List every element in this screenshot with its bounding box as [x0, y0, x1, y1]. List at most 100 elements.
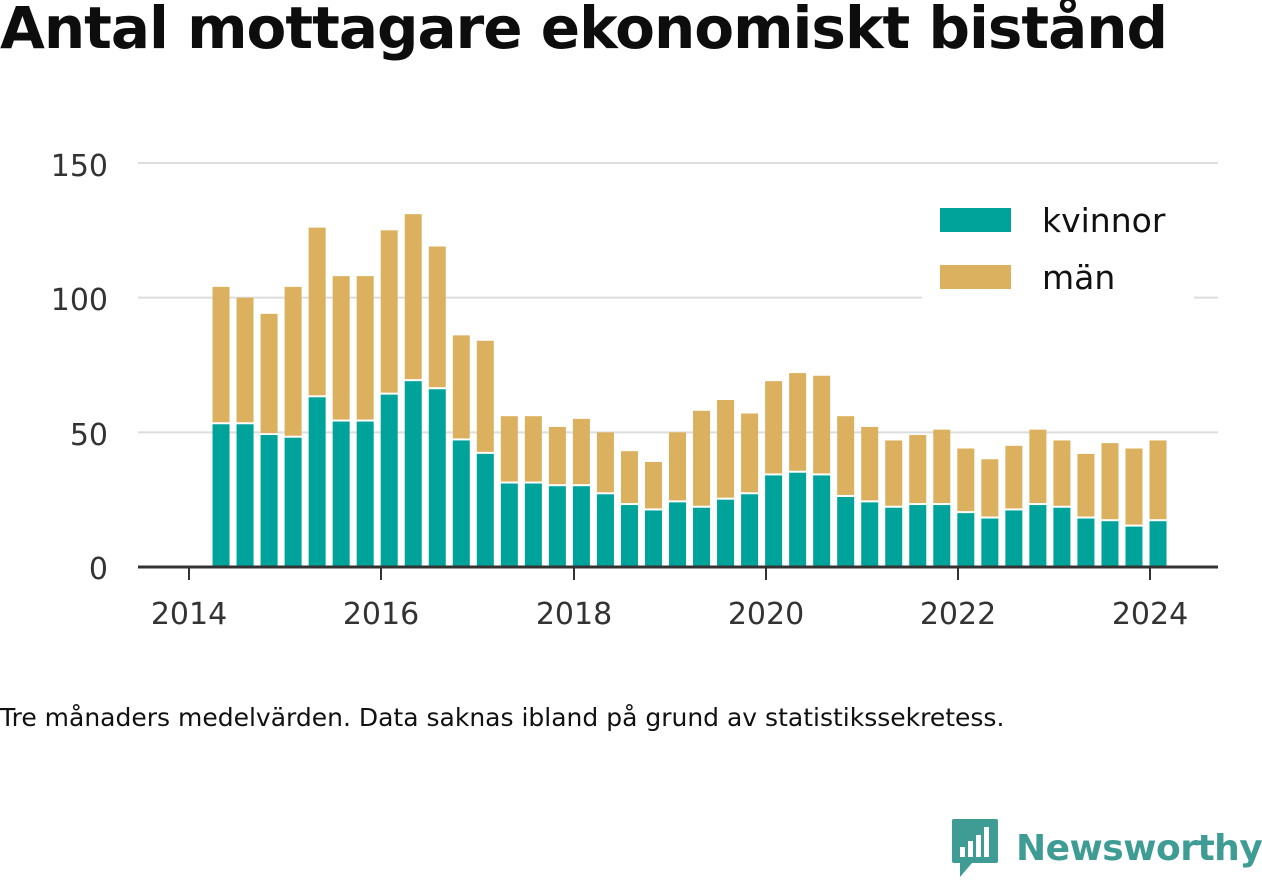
bar-man	[1029, 429, 1047, 504]
bar-man	[1005, 445, 1023, 509]
bar-kvinnor	[1053, 507, 1071, 567]
legend: kvinnor män	[922, 190, 1194, 302]
x-tick-label: 2014	[151, 597, 227, 632]
stacked-bar-chart: 0 50 100 150 2014 2016 2018 2020 2022 20…	[51, 149, 1218, 632]
bar-man	[212, 286, 230, 423]
bar-man	[813, 375, 831, 474]
brand-name: Newsworthy	[1016, 827, 1262, 869]
bar-kvinnor	[669, 502, 687, 567]
bar-kvinnor	[284, 437, 302, 567]
bar-man	[693, 410, 711, 506]
bar-man	[669, 432, 687, 501]
x-axis-ticks: 2014 2016 2018 2020 2022 2024	[151, 567, 1188, 632]
bar-man	[741, 413, 759, 493]
bar-kvinnor	[428, 389, 446, 567]
bar-man	[717, 400, 735, 498]
x-tick-label: 2020	[728, 597, 804, 632]
bar-kvinnor	[308, 397, 326, 567]
y-axis-ticks: 0 50 100 150	[51, 149, 108, 587]
bar-man	[1125, 448, 1143, 525]
bar-man	[572, 418, 590, 485]
bars	[212, 214, 1167, 567]
bar-kvinnor	[717, 499, 735, 567]
legend-swatch-man	[940, 265, 1011, 289]
bar-kvinnor	[741, 494, 759, 567]
bar-man	[524, 416, 542, 482]
bar-man	[1077, 453, 1095, 517]
legend-label-man: män	[1042, 258, 1115, 297]
bar-man	[1101, 443, 1119, 520]
bar-kvinnor	[500, 483, 518, 567]
bar-man	[236, 297, 254, 423]
bar-kvinnor	[620, 505, 638, 567]
bar-man	[452, 335, 470, 439]
bar-kvinnor	[236, 424, 254, 567]
bar-kvinnor	[765, 475, 783, 567]
bar-chart-speech-bubble-icon	[952, 819, 998, 877]
bar-man	[765, 381, 783, 474]
bar-kvinnor	[572, 486, 590, 567]
bar-kvinnor	[1029, 505, 1047, 567]
bar-kvinnor	[1077, 518, 1095, 567]
bar-kvinnor	[861, 502, 879, 567]
bar-man	[284, 286, 302, 436]
bar-man	[885, 440, 903, 506]
chart-title: Antal mottagare ekonomiskt bistånd	[0, 0, 1168, 62]
bar-man	[548, 426, 566, 485]
bar-kvinnor	[476, 453, 494, 567]
chart-footnote: Tre månaders medelvärden. Data saknas ib…	[0, 703, 1005, 732]
bar-man	[837, 416, 855, 495]
bar-kvinnor	[1149, 521, 1167, 567]
bar-kvinnor	[789, 472, 807, 567]
bar-man	[356, 276, 374, 420]
bar-man	[380, 230, 398, 393]
y-tick-label: 100	[51, 283, 108, 318]
bar-kvinnor	[1125, 526, 1143, 567]
legend-label-kvinnor: kvinnor	[1042, 201, 1166, 240]
bar-man	[428, 246, 446, 388]
bar-kvinnor	[933, 505, 951, 567]
bar-man	[308, 227, 326, 396]
bar-man	[332, 276, 350, 420]
bar-kvinnor	[1101, 521, 1119, 567]
bar-man	[933, 429, 951, 504]
bar-kvinnor	[380, 394, 398, 567]
bar-kvinnor	[1005, 510, 1023, 567]
bar-kvinnor	[909, 505, 927, 567]
bar-man	[260, 313, 278, 434]
bar-man	[596, 432, 614, 493]
newsworthy-logo: Newsworthy	[950, 816, 1262, 880]
bar-man	[620, 451, 638, 504]
bar-kvinnor	[596, 494, 614, 567]
bar-kvinnor	[524, 483, 542, 567]
bar-kvinnor	[644, 510, 662, 567]
bar-kvinnor	[332, 421, 350, 567]
bar-kvinnor	[356, 421, 374, 567]
bar-kvinnor	[981, 518, 999, 567]
bar-man	[909, 435, 927, 504]
bar-man	[644, 461, 662, 509]
bar-kvinnor	[212, 424, 230, 567]
bar-kvinnor	[885, 507, 903, 567]
bar-kvinnor	[548, 486, 566, 567]
bar-kvinnor	[837, 496, 855, 567]
x-tick-label: 2016	[343, 597, 419, 632]
bar-man	[1149, 440, 1167, 520]
bar-kvinnor	[813, 475, 831, 567]
y-tick-label: 150	[51, 149, 108, 184]
bar-kvinnor	[693, 507, 711, 567]
bar-kvinnor	[957, 513, 975, 567]
bar-man	[1053, 440, 1071, 506]
bar-man	[500, 416, 518, 482]
bar-man	[861, 426, 879, 501]
x-tick-label: 2018	[536, 597, 612, 632]
bar-kvinnor	[260, 435, 278, 567]
bar-man	[957, 448, 975, 512]
x-tick-label: 2024	[1112, 597, 1188, 632]
bar-man	[981, 459, 999, 517]
bar-kvinnor	[452, 440, 470, 567]
y-tick-label: 50	[70, 418, 108, 453]
x-tick-label: 2022	[920, 597, 996, 632]
bar-kvinnor	[404, 381, 422, 567]
y-tick-label: 0	[89, 552, 108, 587]
